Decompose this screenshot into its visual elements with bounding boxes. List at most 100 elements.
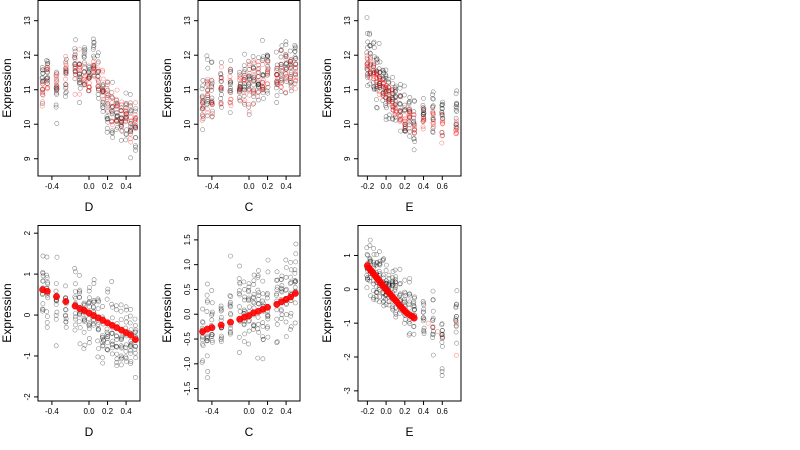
data-point xyxy=(100,355,105,361)
data-point xyxy=(383,101,388,106)
data-point xyxy=(205,338,210,343)
data-point xyxy=(421,110,426,115)
data-point xyxy=(397,85,403,91)
data-point xyxy=(123,118,129,124)
data-point xyxy=(374,55,379,61)
data-point xyxy=(368,259,374,265)
data-point xyxy=(40,79,46,84)
data-point xyxy=(45,66,50,72)
data-point xyxy=(412,294,417,300)
data-point xyxy=(376,75,382,81)
data-point xyxy=(283,53,289,59)
data-point xyxy=(105,109,110,114)
data-point xyxy=(260,337,266,342)
data-point xyxy=(209,100,215,106)
data-point xyxy=(40,67,46,73)
data-point xyxy=(381,70,387,76)
data-point xyxy=(236,276,242,282)
data-point xyxy=(453,91,459,97)
data-point xyxy=(77,312,83,318)
data-point xyxy=(279,273,285,279)
data-point xyxy=(420,298,426,304)
data-point xyxy=(364,50,370,56)
data-point xyxy=(364,53,370,59)
data-point xyxy=(292,279,298,285)
data-point xyxy=(374,79,380,84)
data-point xyxy=(393,86,398,92)
data-point xyxy=(77,77,82,83)
data-point xyxy=(242,98,248,104)
points-6 xyxy=(363,237,460,378)
data-point xyxy=(237,82,243,87)
data-point xyxy=(390,81,396,86)
data-point xyxy=(380,92,386,98)
data-point xyxy=(386,94,392,99)
data-point xyxy=(390,97,395,102)
data-point xyxy=(421,331,427,336)
data-point xyxy=(381,298,387,304)
data-point xyxy=(420,318,426,324)
data-point xyxy=(104,326,110,332)
data-point xyxy=(386,95,392,101)
data-point xyxy=(209,114,215,120)
data-point xyxy=(412,306,417,312)
data-point xyxy=(114,117,120,122)
x-tick-label: 0.2 xyxy=(102,182,114,191)
data-point xyxy=(274,287,280,293)
data-point xyxy=(96,68,101,74)
data-point xyxy=(104,96,110,102)
data-point xyxy=(371,72,376,77)
data-point xyxy=(264,72,270,78)
data-point xyxy=(242,286,247,292)
data-point xyxy=(44,319,50,325)
data-point xyxy=(287,59,293,65)
data-point xyxy=(278,54,284,60)
data-point xyxy=(397,266,403,272)
data-point xyxy=(265,334,271,340)
data-point xyxy=(72,311,78,316)
data-point xyxy=(105,286,111,292)
data-point xyxy=(380,90,386,96)
data-point xyxy=(87,304,92,309)
data-point xyxy=(440,99,445,105)
data-point xyxy=(118,302,124,308)
data-point xyxy=(236,90,242,95)
data-point xyxy=(374,105,380,111)
data-point xyxy=(274,321,280,327)
data-point xyxy=(200,341,205,347)
data-point xyxy=(430,352,436,358)
data-point xyxy=(397,117,403,122)
data-point xyxy=(283,286,289,292)
data-point xyxy=(397,119,403,125)
data-point xyxy=(377,70,383,76)
data-point xyxy=(407,114,413,120)
data-point xyxy=(381,303,387,309)
data-point xyxy=(392,89,398,95)
data-point xyxy=(133,343,139,349)
data-point xyxy=(288,59,293,64)
data-point xyxy=(105,340,110,345)
data-point xyxy=(236,88,242,94)
data-point xyxy=(227,303,233,309)
data-point xyxy=(256,89,262,94)
data-point xyxy=(377,261,383,267)
data-point xyxy=(209,102,215,107)
data-point xyxy=(95,338,101,344)
data-point xyxy=(91,297,97,303)
data-point xyxy=(364,275,370,281)
data-point xyxy=(256,292,262,298)
data-point xyxy=(81,300,87,306)
data-point xyxy=(77,91,82,97)
data-point xyxy=(430,125,436,131)
data-point xyxy=(44,272,50,278)
data-point xyxy=(264,292,270,298)
data-point xyxy=(255,70,261,75)
data-point xyxy=(86,88,91,94)
data-point xyxy=(278,47,284,53)
data-point xyxy=(205,88,210,93)
data-point xyxy=(260,77,266,83)
data-point xyxy=(265,67,270,73)
data-point xyxy=(407,299,412,305)
data-point xyxy=(54,309,60,315)
data-point xyxy=(63,54,69,59)
